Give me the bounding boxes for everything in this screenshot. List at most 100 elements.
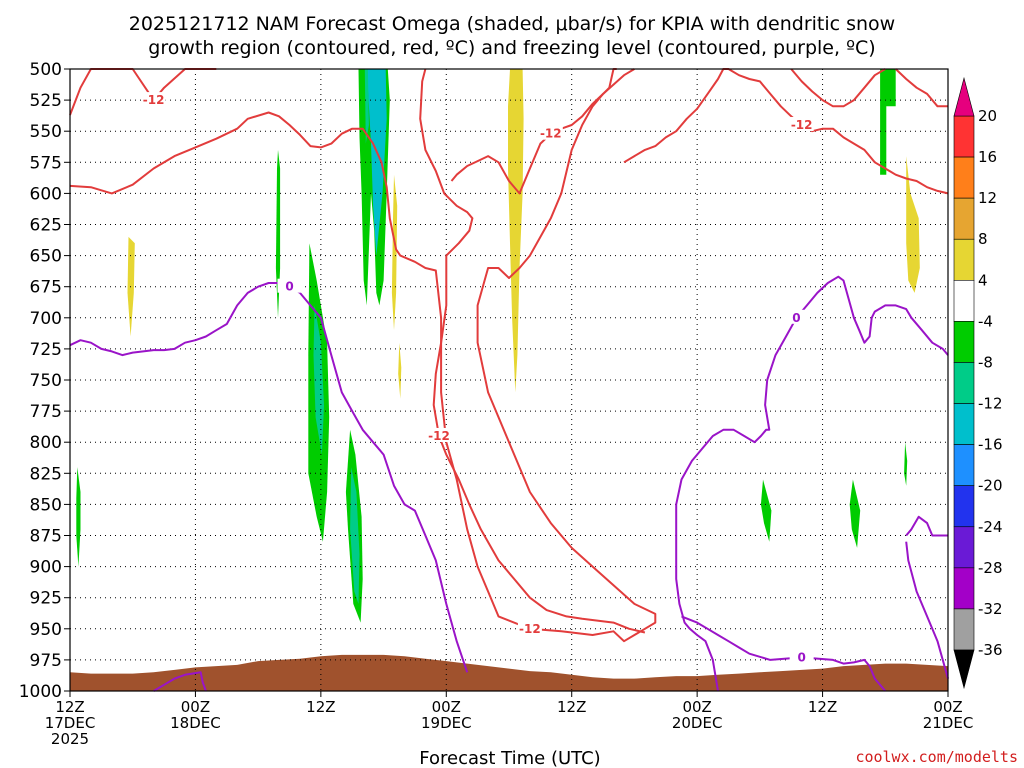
freezing-contour-line (905, 541, 949, 679)
omega-shading (76, 69, 920, 623)
omega-region-uplift-840mb-hr66 (760, 479, 772, 542)
y-tick-label: 875 (30, 527, 62, 547)
omega-region-uplift-870mb-hr27 (350, 467, 360, 604)
omega-region-uplift-525mb-hr29 (364, 69, 369, 144)
y-tick-label: 800 (30, 433, 62, 453)
x-tick-label: 18DEC (170, 714, 221, 732)
dendritic-contour-line (69, 68, 217, 116)
freezing-contour-label: 0 (285, 280, 293, 294)
omega-region-sink-600mb-hr42 (508, 69, 524, 393)
colorbar-bin (953, 608, 975, 651)
freezing-contour-label-bg (784, 309, 809, 324)
colorbar-tick-label: -36 (978, 641, 1003, 659)
colorbar-tick-label: -28 (978, 559, 1003, 577)
colorbar-bin (953, 362, 975, 404)
freezing-contour-label-bg (277, 278, 302, 293)
x-tick-label: 2025 (51, 730, 89, 748)
x-tick-label: 21DEC (923, 714, 974, 732)
omega-region-uplift-845mb-hr75 (849, 479, 861, 548)
colorbar-bottom-arrow (953, 649, 975, 690)
y-tick-label: 700 (30, 309, 62, 329)
colorbar-tick-label: -24 (978, 518, 1003, 536)
freezing-contour-label-bg (789, 649, 814, 664)
dendritic-contour-label-bg (517, 620, 542, 635)
dendritic-contour-line (790, 68, 886, 108)
dendritic-contour-line (623, 68, 949, 195)
y-tick-label: 975 (30, 651, 62, 671)
y-tick-label: 825 (30, 464, 62, 484)
omega-region-sink-640mb-hr80 (906, 156, 920, 293)
y-tick-label: 925 (30, 589, 62, 609)
colorbar-bin (953, 156, 975, 199)
x-tick-label: 17DEC (45, 714, 96, 732)
omega-region-uplift-780mb-hr23 (313, 305, 324, 455)
x-tick-label: 00Z (432, 698, 461, 716)
freezing-contour-label: 0 (792, 311, 800, 325)
colorbar-tick-label: -12 (978, 395, 1003, 413)
x-tick-label: 20DEC (672, 714, 723, 732)
dendritic-contour-line (895, 68, 948, 108)
colorbar-bin (953, 403, 975, 445)
colorbar-bin (953, 526, 975, 569)
y-tick-label: 550 (30, 122, 62, 142)
x-tick-label: 12Z (306, 698, 335, 716)
omega-region-sink-745mb-hr31 (398, 342, 402, 399)
freezing-contour-line (153, 671, 207, 692)
y-tick-label: 525 (30, 91, 62, 111)
y-tick-label: 750 (30, 371, 62, 391)
colorbar-tick-label: -32 (978, 600, 1003, 618)
y-tick-label: 775 (30, 402, 62, 422)
colorbar-tick-label: 16 (978, 148, 997, 166)
colorbar-top-arrow (953, 76, 975, 117)
dendritic-contour-line (450, 68, 617, 195)
x-tick-label: 19DEC (421, 714, 472, 732)
terrain-layer (70, 654, 948, 691)
x-tick-label: 12Z (557, 698, 586, 716)
dendritic-contour-label: -12 (540, 127, 562, 141)
dendritic-contour-label-bg (538, 125, 563, 140)
dendritic-contour-label-bg (426, 427, 451, 442)
omega-region-sink-650mb-hr31 (391, 174, 398, 331)
y-tick-label: 900 (30, 558, 62, 578)
chart-title-line1: 2025121712 NAM Forecast Omega (shaded, μ… (129, 13, 895, 35)
y-tick-label: 575 (30, 153, 62, 173)
omega-region-uplift-530mb-hr29 (366, 69, 387, 256)
dendritic-contour-label-bg (789, 116, 814, 131)
colorbar-tick-label: -20 (978, 477, 1003, 495)
y-tick-label: 650 (30, 247, 62, 267)
colorbar-bin (953, 485, 975, 528)
y-tick-label: 675 (30, 278, 62, 298)
omega-region-uplift-600mb-hr20 (275, 149, 281, 318)
contours: -12 -12 -12 -12 -12 0 0 0 (69, 68, 949, 692)
freezing-contour-line (675, 275, 949, 692)
y-tick-label: 950 (30, 620, 62, 640)
y-tick-label: 600 (30, 184, 62, 204)
y-tick-label: 725 (30, 340, 62, 360)
omega-region-uplift-535mb-hr78 (880, 69, 896, 175)
colorbar-tick-label: -8 (978, 353, 993, 371)
x-tick-label: 12Z (55, 698, 84, 716)
x-axis-label: Forecast Time (UTC) (419, 748, 600, 768)
freezing-contour-line (69, 282, 469, 673)
y-tick-label: 1000 (19, 682, 62, 702)
freezing-contour-label: 0 (797, 650, 805, 664)
colorbar-bin (953, 238, 975, 281)
x-tick-label: 12Z (808, 698, 837, 716)
x-tick-label: 00Z (181, 698, 210, 716)
colorbar-bin (953, 321, 975, 363)
freezing-contour-line (905, 515, 948, 537)
omega-region-uplift-850mb-hr1 (76, 467, 81, 567)
x-tick-label: 00Z (933, 698, 962, 716)
dendritic-contour-label: -12 (143, 93, 165, 107)
dendritic-contour-label: -12 (791, 118, 813, 132)
colorbar-bin (953, 444, 975, 486)
colorbar-bin (953, 115, 975, 158)
colorbar-bin (953, 197, 975, 240)
chart-title-line2: growth region (contoured, red, ºC) and f… (148, 37, 875, 59)
x-tick-label: 00Z (682, 698, 711, 716)
terrain-fill (70, 654, 948, 691)
colorbar-tick-label: -4 (978, 312, 993, 330)
dendritic-contour-line (419, 68, 646, 634)
colorbar-bin (953, 567, 975, 610)
